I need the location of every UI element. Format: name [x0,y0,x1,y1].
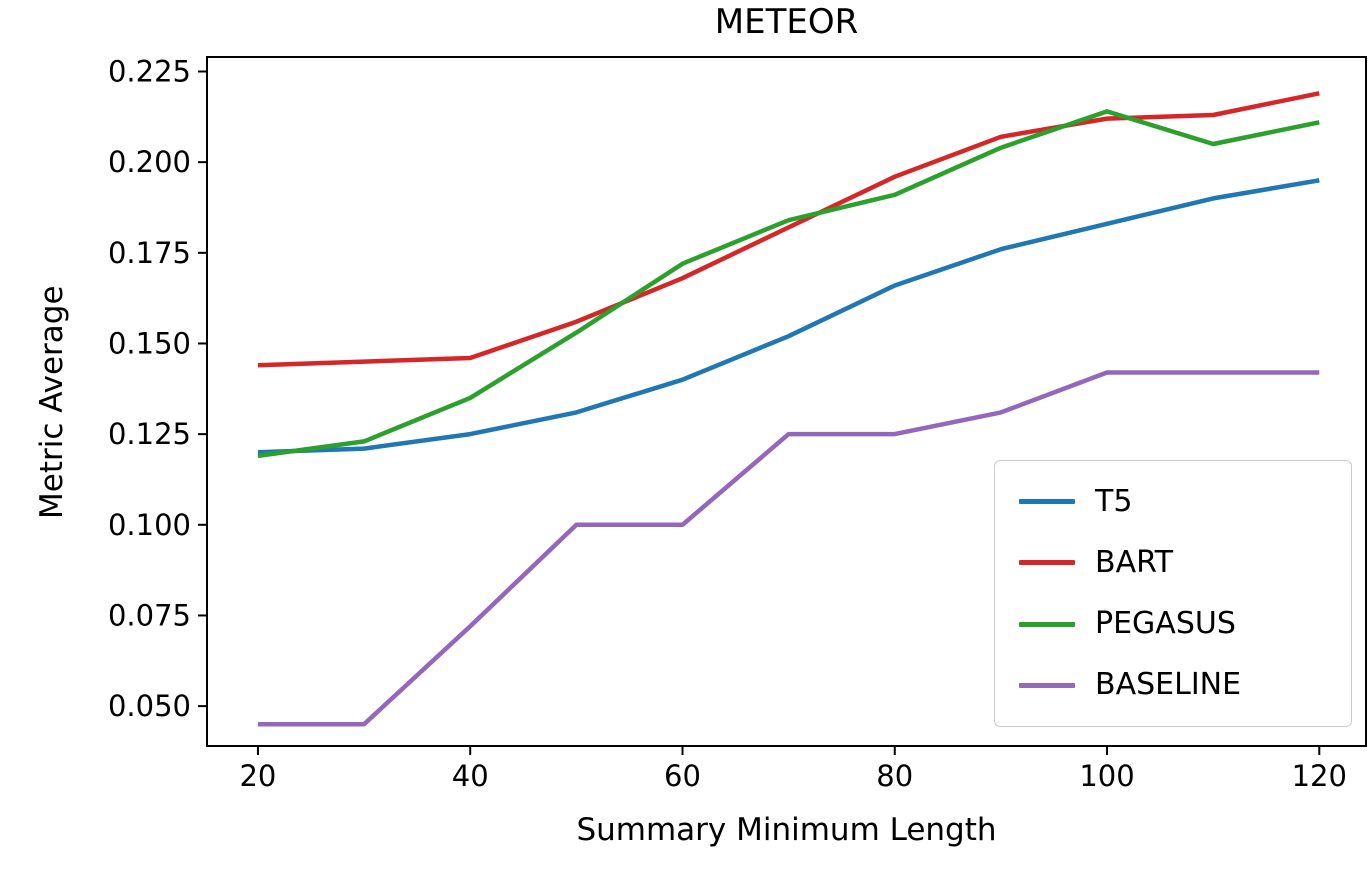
x-tick-label: 40 [452,759,489,793]
legend: T5 BART PEGASUS BASELINE [994,460,1352,727]
y-tick-label: 0.175 [108,236,191,270]
legend-item-t5: T5 [1019,483,1327,519]
legend-swatch-t5 [1019,499,1075,505]
legend-swatch-baseline [1019,682,1075,688]
series-line-t5 [257,178,1320,455]
legend-label-t5: T5 [1095,483,1133,519]
legend-item-bart: BART [1019,544,1327,580]
x-axis-label: Summary Minimum Length [576,812,997,848]
y-tick-label: 0.075 [108,598,191,632]
legend-item-pegasus: PEGASUS [1019,609,1327,639]
legend-swatch-bart [1019,560,1075,566]
x-tick-label: 80 [876,759,913,793]
x-tick-label: 60 [664,759,701,793]
y-tick-label: 0.050 [108,689,191,723]
y-axis-label: Metric Average [34,284,70,519]
legend-label-baseline: BASELINE [1095,667,1242,703]
y-tick-label: 0.200 [108,145,191,179]
legend-label-pegasus: PEGASUS [1095,606,1236,642]
x-tick-label: 120 [1292,759,1347,793]
series-line-baseline [257,370,1320,727]
x-tick-label: 100 [1079,759,1134,793]
legend-item-baseline: BASELINE [1019,670,1327,700]
series-line-pegasus [257,109,1320,459]
x-tick-label: 20 [239,759,276,793]
chart-title: METEOR [714,2,859,42]
y-tick-label: 0.125 [108,417,191,451]
y-tick-label: 0.100 [108,508,191,542]
y-tick-label: 0.150 [108,326,191,360]
y-tick-label: 0.225 [108,55,191,89]
legend-label-bart: BART [1095,544,1174,580]
axes-spines [206,56,1367,747]
series-line-bart [257,91,1320,368]
legend-swatch-pegasus [1019,621,1075,627]
